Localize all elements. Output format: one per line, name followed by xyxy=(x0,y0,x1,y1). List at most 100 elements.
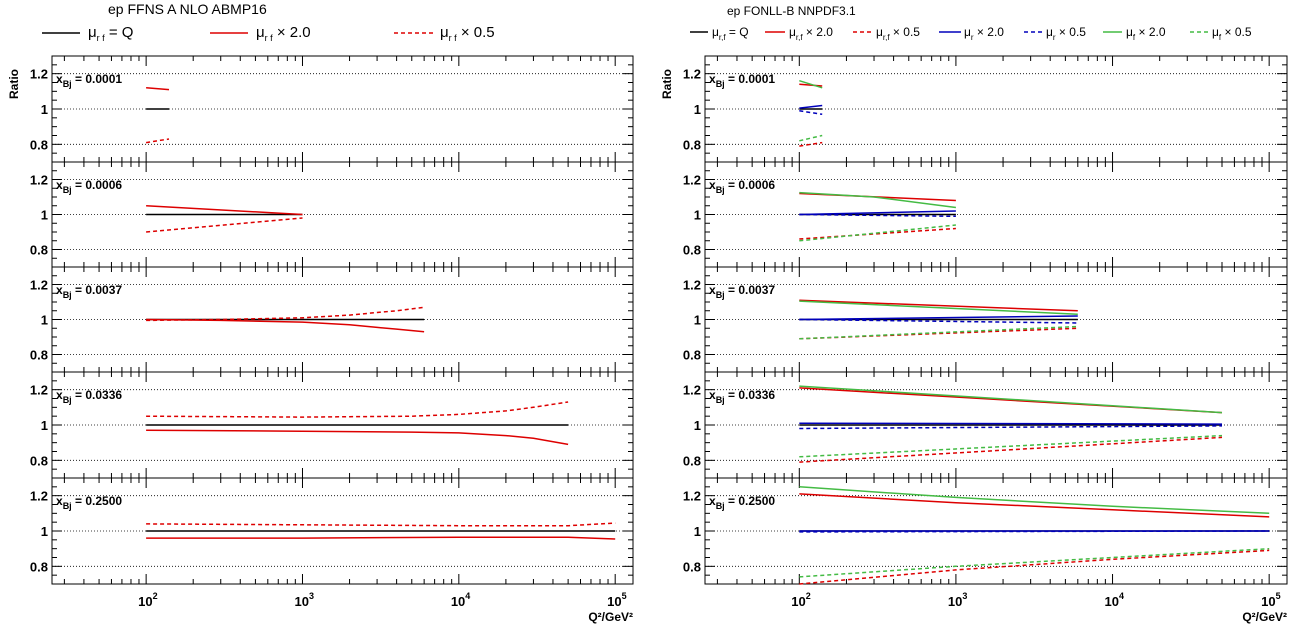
legend-text: × 0.5 xyxy=(890,25,921,39)
legend-text: = Q xyxy=(726,25,749,39)
legend-text: × 0.5 xyxy=(1221,25,1252,39)
legend-label: μf × 0.5 xyxy=(1212,25,1252,42)
y-tick-label: 0.8 xyxy=(683,348,701,363)
y-tick-label: 1 xyxy=(41,313,48,328)
panel-label: xBj = 0.0336 xyxy=(56,388,122,405)
panel-label-x: x xyxy=(56,283,63,297)
panel-label-subscript: Bj xyxy=(63,185,72,195)
legend-symbol: μ xyxy=(876,25,883,39)
x-tick-exponent: 5 xyxy=(1276,591,1281,601)
legend-subscript: r,f xyxy=(719,33,726,42)
panel-label: xBj = 0.0001 xyxy=(56,72,122,89)
series-line xyxy=(799,83,823,87)
series-line xyxy=(146,318,425,333)
series-line xyxy=(145,138,170,144)
panel-label: xBj = 0.0037 xyxy=(56,283,122,300)
legend-subscript: r f xyxy=(449,33,457,43)
panel-label: xBj = 0.0037 xyxy=(709,283,775,300)
legend-label: μr,f × 0.5 xyxy=(876,25,920,42)
legend-symbol: μ xyxy=(1046,25,1053,39)
panel-label-subscript: Bj xyxy=(716,501,725,511)
panel-label-value: = 0.2500 xyxy=(725,494,776,508)
legend-symbol: μ xyxy=(1212,25,1219,39)
legend-label: μr × 2.0 xyxy=(964,25,1004,42)
series-line xyxy=(799,110,823,116)
legend-subscript: r f xyxy=(265,33,273,43)
x-tick-label: 105 xyxy=(607,591,626,609)
legend-subscript: r,f xyxy=(796,33,803,42)
x-tick-exponent: 2 xyxy=(806,591,811,601)
y-tick-label: 0.8 xyxy=(683,137,701,152)
series-line xyxy=(799,434,1223,458)
panel-label-value: = 0.0336 xyxy=(72,388,123,402)
y-tick-label: 0.8 xyxy=(30,559,48,574)
legend-subscript: r,f xyxy=(883,33,890,42)
series-line xyxy=(799,422,1223,425)
panel-label-x: x xyxy=(709,283,716,297)
x-tick-exponent: 5 xyxy=(622,591,627,601)
legend-text: × 2.0 xyxy=(803,25,834,39)
y-tick-label: 1 xyxy=(41,418,48,433)
panel-label-x: x xyxy=(709,494,716,508)
x-tick-label: 104 xyxy=(1105,591,1124,609)
panel-label-x: x xyxy=(56,72,63,86)
panel-label-value: = 0.0001 xyxy=(72,72,123,86)
series-line xyxy=(146,87,170,91)
legend-label: μr f = Q xyxy=(88,24,133,43)
y-tick-label: 1.2 xyxy=(30,67,48,82)
legend-label: μr,f = Q xyxy=(712,25,749,42)
legend-text: × 2.0 xyxy=(974,25,1005,39)
panel-label-value: = 0.0037 xyxy=(72,283,123,297)
y-tick-label: 0.8 xyxy=(30,137,48,152)
x-tick-label: 103 xyxy=(948,591,967,609)
panel-label-value: = 0.0001 xyxy=(725,72,776,86)
y-tick-label: 1.2 xyxy=(30,278,48,293)
x-tick-label: 104 xyxy=(451,591,470,609)
panel: 0.8 1 1.2 xBj = 0.0336 xyxy=(683,371,1288,479)
x-tick-exponent: 3 xyxy=(962,591,967,601)
x-tick-base: 10 xyxy=(607,594,621,609)
x-tick-base: 10 xyxy=(791,594,805,609)
x-tick-exponent: 2 xyxy=(153,591,158,601)
legend-label: μf × 2.0 xyxy=(1126,25,1166,42)
panel-label-x: x xyxy=(709,388,716,402)
x-axis-title: Q²/GeV² xyxy=(1242,610,1287,624)
series-line xyxy=(799,191,956,209)
panel-label-value: = 0.0037 xyxy=(725,283,776,297)
series-line xyxy=(799,436,1223,463)
panel-label-subscript: Bj xyxy=(63,501,72,511)
panel: 0.8 1 1.2 xBj = 0.0006 xyxy=(30,161,634,268)
y-tick-label: 1 xyxy=(694,208,701,223)
panel-label: xBj = 0.0006 xyxy=(709,178,775,195)
legend-subscript: f xyxy=(1219,33,1222,42)
legend-symbol: μ xyxy=(256,24,265,41)
panel-label-subscript: Bj xyxy=(63,79,72,89)
panel-label-value: = 0.0006 xyxy=(725,178,776,192)
series-line xyxy=(799,425,1223,430)
series-line xyxy=(799,486,1270,515)
y-axis-title: Ratio xyxy=(7,69,21,99)
series-line xyxy=(799,385,1223,414)
series-line xyxy=(799,134,823,142)
panel-label: xBj = 0.0006 xyxy=(56,178,122,195)
series-line xyxy=(146,217,303,233)
legend-subscript: r f xyxy=(97,33,105,43)
x-tick-base: 10 xyxy=(1261,594,1275,609)
panel: 0.8 1 1.2 xBj = 0.0001 xyxy=(683,55,1288,163)
x-tick-base: 10 xyxy=(948,594,962,609)
legend-subscript: f xyxy=(1133,33,1136,42)
panel-label-x: x xyxy=(56,178,63,192)
y-tick-label: 1.2 xyxy=(30,383,48,398)
legend-label: μr f × 2.0 xyxy=(256,24,311,43)
y-tick-label: 1.2 xyxy=(683,67,701,82)
series-line xyxy=(799,530,1270,533)
series-line xyxy=(146,522,616,527)
series-line xyxy=(799,141,823,147)
chart-title: ep FONLL-B NNPDF3.1 xyxy=(727,4,856,18)
panel-label-subscript: Bj xyxy=(716,185,725,195)
series-line xyxy=(799,104,823,109)
